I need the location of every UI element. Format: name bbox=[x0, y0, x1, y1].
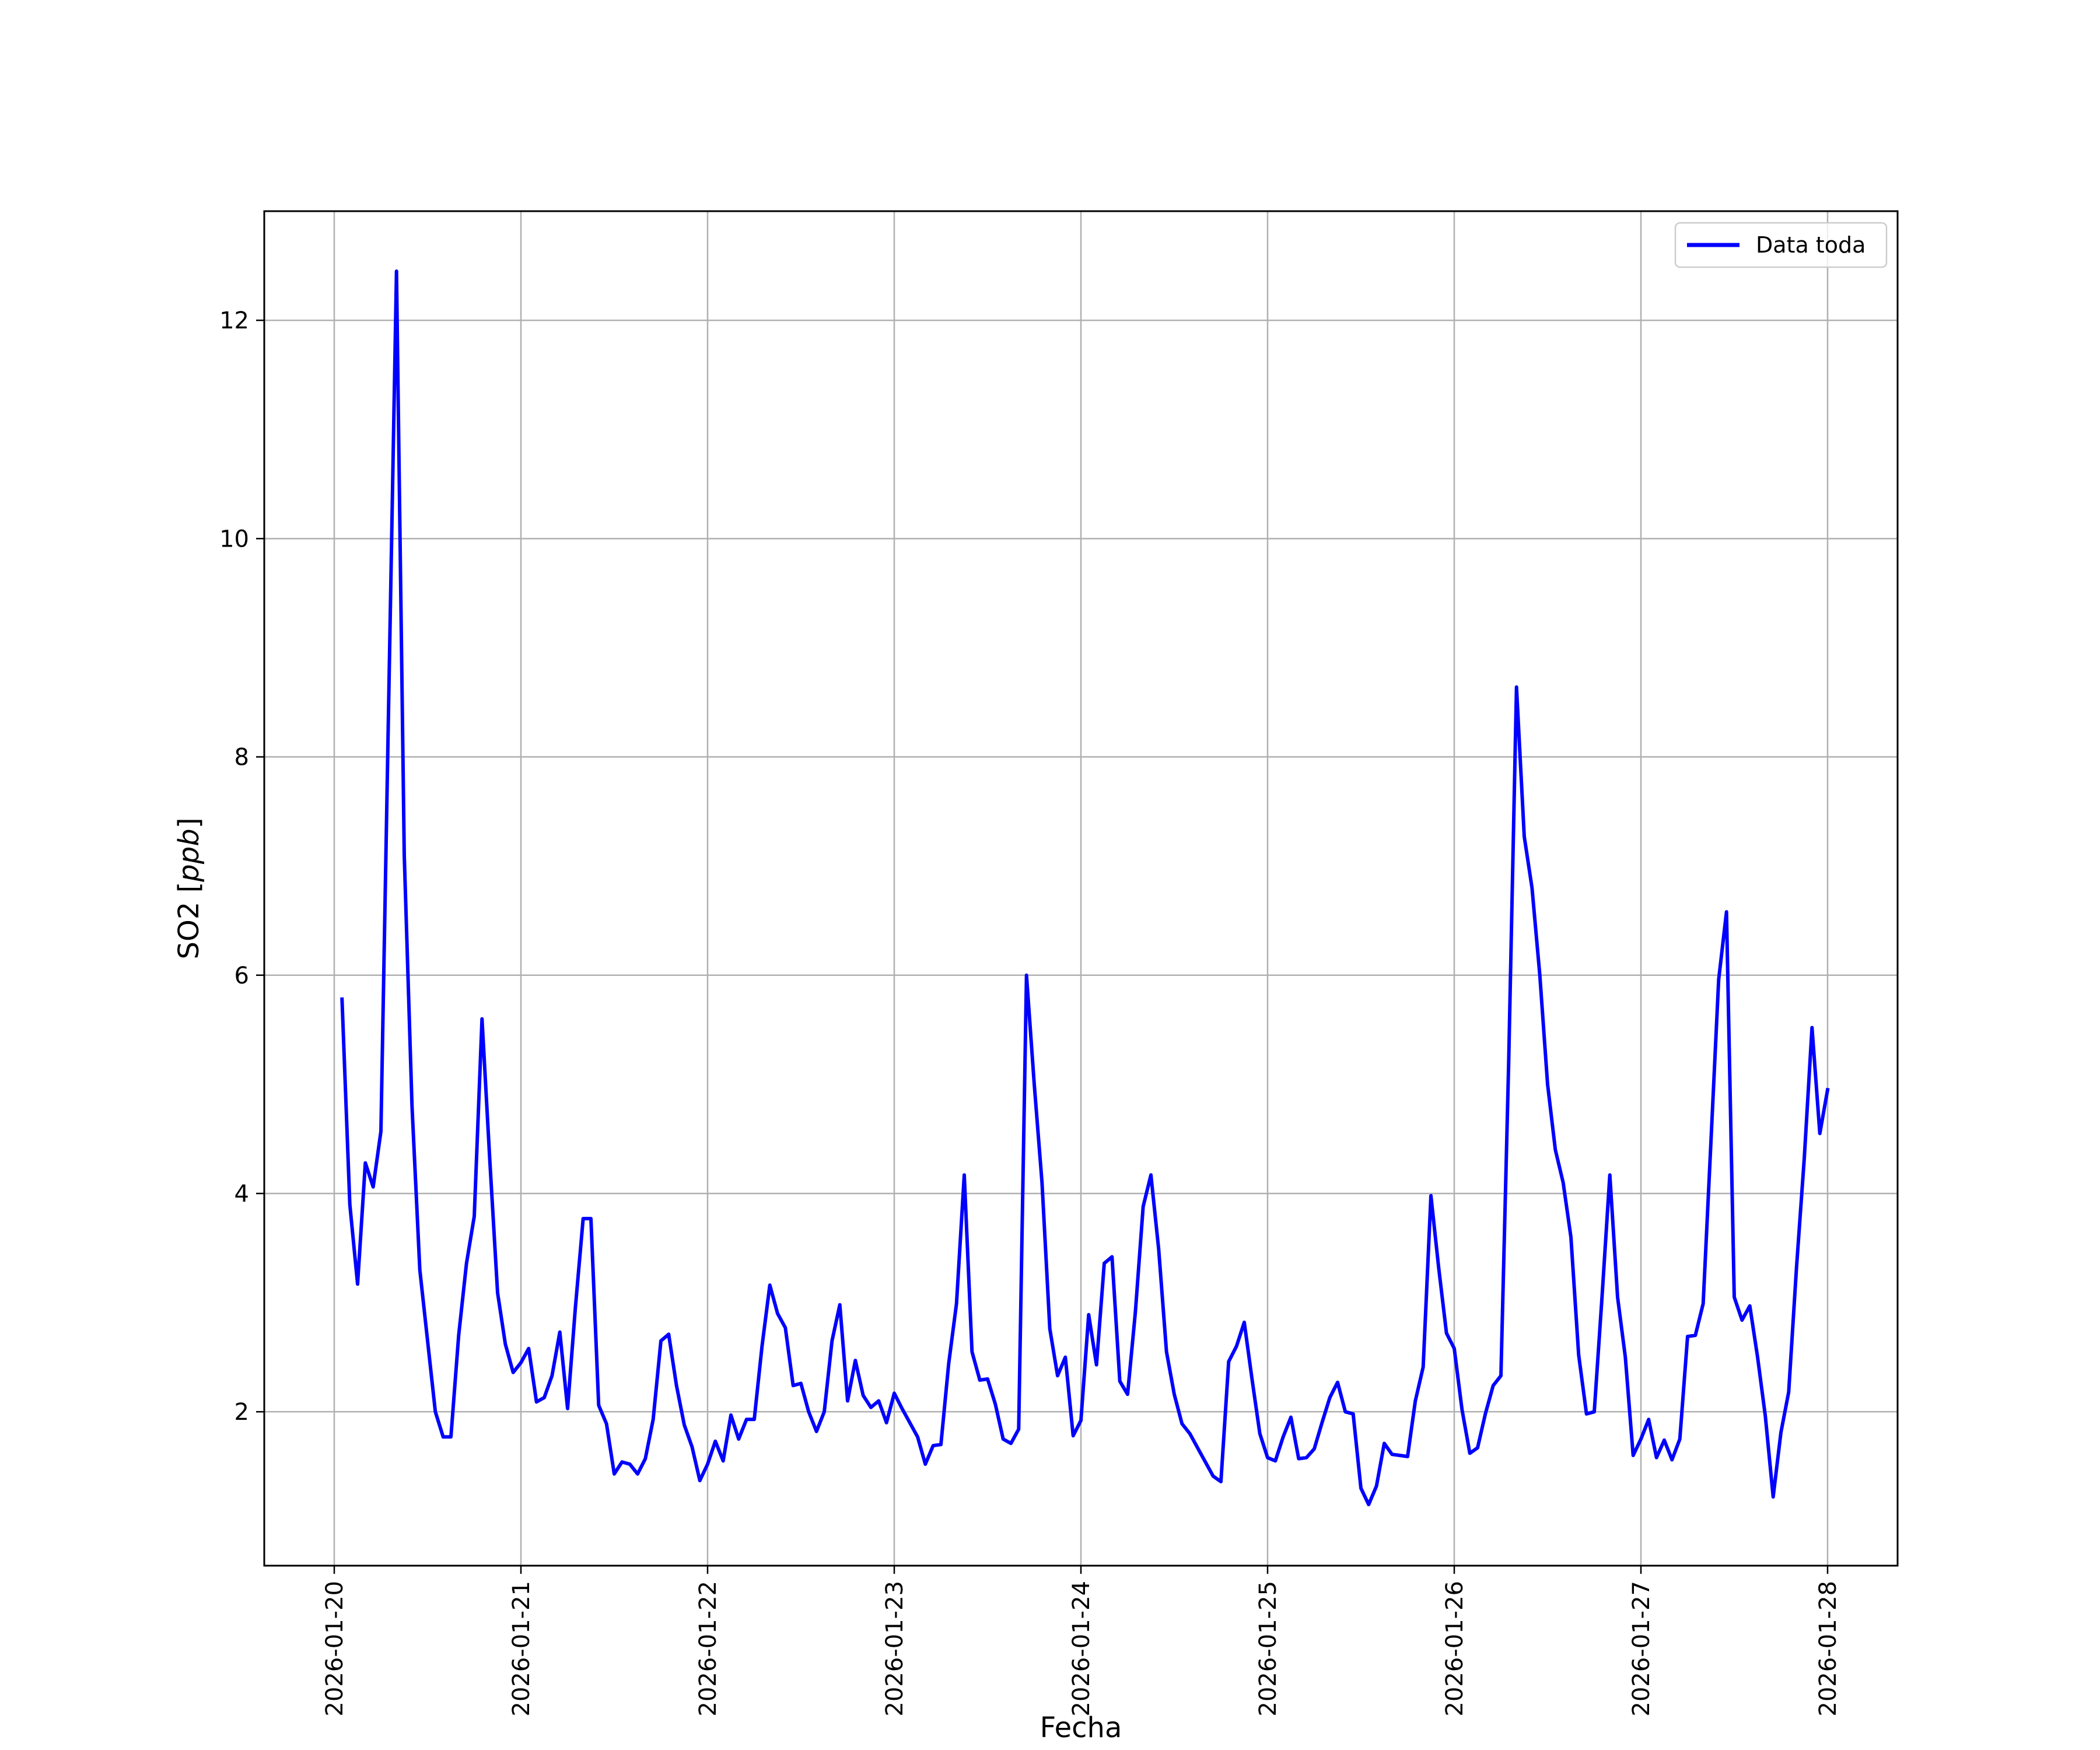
x-tick-label: 2026-01-21 bbox=[508, 1581, 535, 1716]
x-tick-label: 2026-01-23 bbox=[881, 1581, 908, 1716]
legend: Data toda bbox=[1674, 222, 1888, 268]
series-line bbox=[340, 269, 1830, 1507]
y-tick-label: 6 bbox=[235, 963, 249, 989]
y-tick-label: 4 bbox=[235, 1181, 249, 1208]
y-tick-label: 8 bbox=[235, 744, 249, 771]
y-axis-label-unit: ppb bbox=[173, 828, 205, 882]
legend-box bbox=[1674, 222, 1888, 268]
y-tick-label: 12 bbox=[219, 307, 249, 334]
legend-entry-label: Data toda bbox=[1756, 232, 1866, 258]
y-tick-label: 10 bbox=[219, 526, 249, 552]
x-tick-label: 2026-01-27 bbox=[1628, 1581, 1655, 1716]
x-tick-label: 2026-01-25 bbox=[1255, 1581, 1282, 1716]
y-axis-label: SO2 [ppb] bbox=[173, 818, 205, 960]
y-axis-label-close: ] bbox=[173, 818, 205, 829]
axis-ticks: 2026-01-20 2026-01-21 2026-01-22 2026-01-23… bbox=[219, 307, 1842, 1716]
x-tick-label: 2026-01-22 bbox=[695, 1581, 722, 1716]
x-tick-label: 2026-01-20 bbox=[321, 1581, 348, 1716]
x-axis-label: Fecha bbox=[1040, 1712, 1122, 1744]
y-tick-label: 2 bbox=[235, 1399, 249, 1426]
x-tick-label: 2026-01-24 bbox=[1068, 1581, 1095, 1716]
x-tick-label: 2026-01-26 bbox=[1441, 1581, 1468, 1716]
x-tick-label: 2026-01-28 bbox=[1815, 1581, 1842, 1716]
y-axis-label-text: SO2 [ bbox=[173, 882, 205, 960]
series-layer bbox=[340, 269, 1830, 1507]
